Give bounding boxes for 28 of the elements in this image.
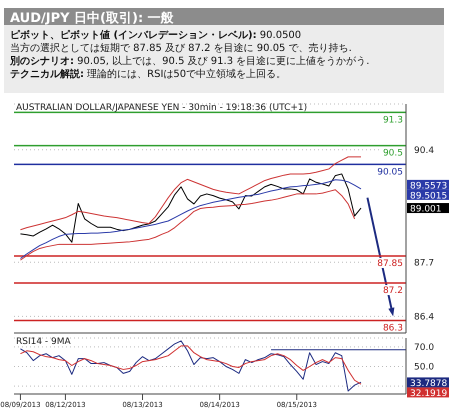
text: 89.001 [410,204,442,215]
y-tick-label: 86.4 [414,312,434,323]
chart-title: AUSTRALIAN DOLLAR/JAPANESE YEN - 30min - 19:18:36 (UTC+1) [16,103,308,113]
chart-title: RSI14 - 9MA [16,337,71,347]
text: 89.5015 [410,191,448,202]
text: 32.1919 [410,388,448,399]
line-series [20,156,362,230]
ref-line-label: 90.05 [377,167,403,178]
line-series [20,173,362,243]
text: AUD/JPY 日中(取引): 一般 [4,8,444,26]
ref-line-label: 91.3 [382,115,403,126]
ref-line-label: 87.2 [382,286,403,296]
line-series [20,179,362,259]
text: 当方の選択としては短期で 87.85 及び 87.2 を目途に 90.05 で、売り持ち. [10,42,353,55]
text: テクニカル解説: 理論的には、RSIは50で中立領域を上回る。 [10,68,288,81]
text: 89.5573 [410,181,448,192]
line-series [20,345,362,385]
y-tick-label: 50.0 [414,362,434,373]
text: 33.7878 [410,378,448,389]
text: ピボット、ピボット値 (インバレデーション・レベル): 90.0500 [10,29,302,42]
y-tick-label: 87.7 [414,258,434,268]
y-tick-label: 70.0 [414,343,434,354]
ref-line-label: 87.85 [377,258,403,269]
line-series [20,189,356,261]
text: 別のシナリオ: 90.05, 以上では、90.5 及び 91.3 を目途に更に上値をうかがう. [10,55,370,68]
ref-line-label: 86.3 [382,324,403,334]
ref-line-label: 90.5 [382,148,403,159]
y-tick-label: 90.4 [414,146,434,156]
